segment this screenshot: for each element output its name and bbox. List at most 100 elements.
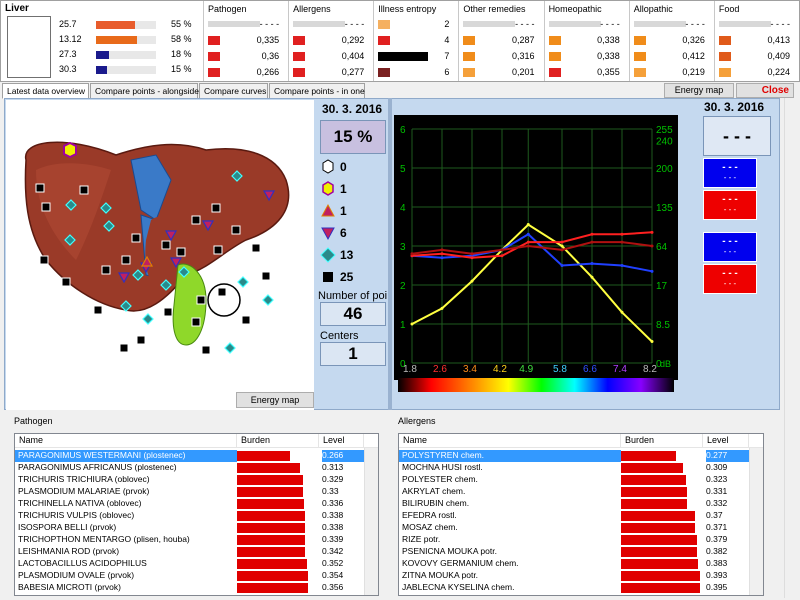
triangle-down-marker[interactable]: [117, 272, 131, 284]
square-marker[interactable]: [191, 215, 201, 225]
column-header-name[interactable]: Name: [15, 434, 237, 448]
square-marker[interactable]: [136, 335, 146, 345]
square-marker[interactable]: [196, 295, 206, 305]
table-row[interactable]: MOSAZ chem. 0.371: [399, 522, 749, 534]
square-marker[interactable]: [101, 265, 111, 275]
hex-marker[interactable]: [63, 141, 77, 159]
summary-bar: Liver 25.7 55 % 13.12 58 % 27.3 18 % 30.3 15 % …: [0, 0, 800, 82]
square-marker[interactable]: [161, 240, 171, 250]
category-section[interactable]: Allergens - - - - 0,292 0,404 0,277: [288, 1, 373, 81]
table-row[interactable]: POLYESTER chem. 0.323: [399, 474, 749, 486]
table-row[interactable]: JABLECNA KYSELINA chem. 0.395: [399, 582, 749, 594]
table-row[interactable]: ZITNA MOUKA potr. 0.393: [399, 570, 749, 582]
diamond-marker[interactable]: [231, 170, 243, 182]
row-level: 0.331: [706, 486, 728, 496]
tab-latest-data[interactable]: Latest data overview: [2, 83, 89, 99]
triangle-down-marker[interactable]: [201, 220, 215, 232]
square-marker[interactable]: [119, 343, 129, 353]
triangle-down-marker[interactable]: [164, 230, 178, 242]
square-marker[interactable]: [131, 233, 141, 243]
table-row[interactable]: MOCHNA HUSI rostl. 0.309: [399, 462, 749, 474]
table-row[interactable]: TRICHURIS TRICHIURA (oblovec) 0.329: [15, 474, 364, 486]
table-scrollbar[interactable]: [749, 448, 763, 595]
column-header-level[interactable]: Level: [319, 434, 364, 448]
diamond-marker[interactable]: [142, 313, 154, 325]
close-button[interactable]: Close: [736, 83, 794, 98]
diamond-marker[interactable]: [262, 294, 274, 306]
table-row[interactable]: PLASMODIUM OVALE (prvok) 0.354: [15, 570, 364, 582]
diamond-marker[interactable]: [160, 279, 172, 291]
square-marker[interactable]: [231, 225, 241, 235]
square-marker[interactable]: [93, 305, 103, 315]
table-row[interactable]: BABESIA MICROTI (prvok) 0.356: [15, 582, 364, 594]
table-row[interactable]: BILIRUBIN chem. 0.332: [399, 498, 749, 510]
category-section[interactable]: Allopathic - - - - 0,326 0,412 0,219: [628, 1, 714, 81]
square-marker[interactable]: [163, 307, 173, 317]
table-row[interactable]: AKRYLAT chem. 0.331: [399, 486, 749, 498]
square-marker[interactable]: [211, 203, 221, 213]
square-marker[interactable]: [217, 287, 227, 297]
energy-map-top-button[interactable]: Energy map: [664, 83, 734, 98]
table-row[interactable]: LACTOBACILLUS ACIDOPHILUS 0.352: [15, 558, 364, 570]
table-row[interactable]: LEISHMANIA ROD (prvok) 0.342: [15, 546, 364, 558]
diamond-marker[interactable]: [65, 199, 77, 211]
organ-thumbnail[interactable]: [7, 16, 51, 78]
diamond-marker[interactable]: [132, 269, 144, 281]
table-row[interactable]: TRICHOPTHON MENTARGO (plisen, houba) 0.33…: [15, 534, 364, 546]
square-marker[interactable]: [241, 315, 251, 325]
table-scrollbar[interactable]: [364, 448, 378, 595]
square-marker[interactable]: [176, 247, 186, 257]
square-marker[interactable]: [61, 277, 71, 287]
triangle-down-marker[interactable]: [262, 190, 276, 202]
category-section[interactable]: Pathogen - - - - 0,335 0,36 0,266: [203, 1, 288, 81]
diamond-marker[interactable]: [178, 266, 190, 278]
liver-image[interactable]: [6, 100, 314, 410]
tab-compare-alongside[interactable]: Compare points - alongside: [90, 83, 199, 99]
table-row[interactable]: TRICHURIS VULPIS (oblovec) 0.338: [15, 510, 364, 522]
category-section[interactable]: Illness entropy 2 4 7 6: [373, 1, 458, 81]
diamond-marker[interactable]: [224, 342, 236, 354]
energy-map-button[interactable]: Energy map: [236, 392, 314, 408]
column-header-burden[interactable]: Burden: [237, 434, 319, 448]
table-row[interactable]: POLYSTYREN chem. 0.277: [399, 450, 749, 462]
triangle-down-marker[interactable]: [169, 257, 183, 269]
square-marker[interactable]: [41, 202, 51, 212]
column-header-burden[interactable]: Burden: [621, 434, 703, 448]
frequency-graph[interactable]: 0 1 2 3 4 5 6 0 8.5 17 64 135 200 240 255 dB: [394, 115, 678, 380]
column-header-name[interactable]: Name: [399, 434, 621, 448]
square-marker[interactable]: [191, 317, 201, 327]
table-row[interactable]: PARAGONIMUS WESTERMANI (plostenec) 0.266: [15, 450, 364, 462]
square-marker[interactable]: [39, 255, 49, 265]
table-row[interactable]: TRICHINELLA NATIVA (oblovec) 0.336: [15, 498, 364, 510]
table-row[interactable]: EFEDRA rostl. 0.37: [399, 510, 749, 522]
table-row[interactable]: ISOSPORA BELLI (prvok) 0.338: [15, 522, 364, 534]
triangle-up-marker[interactable]: [140, 255, 154, 267]
square-marker[interactable]: [261, 271, 271, 281]
diamond-marker[interactable]: [103, 220, 115, 232]
diamond-marker[interactable]: [237, 276, 249, 288]
square-marker[interactable]: [79, 185, 89, 195]
table-row[interactable]: KOVOVY GERMANIUM chem. 0.383: [399, 558, 749, 570]
tab-compare-in-one[interactable]: Compare points - in one: [269, 83, 365, 99]
table-row[interactable]: PSENICNA MOUKA potr. 0.382: [399, 546, 749, 558]
table-row[interactable]: RIZE potr. 0.379: [399, 534, 749, 546]
square-marker[interactable]: [213, 245, 223, 255]
category-section[interactable]: Food - - - - 0,413 0,409 0,224: [713, 1, 799, 81]
table-row[interactable]: PARAGONIMUS AFRICANUS (plostenec) 0.313: [15, 462, 364, 474]
category-section[interactable]: Other remedies - - - - 0,287 0,316 0,201: [458, 1, 543, 81]
category-value: 0,355: [597, 67, 620, 77]
square-marker[interactable]: [201, 345, 211, 355]
splitter[interactable]: [388, 98, 392, 410]
square-marker[interactable]: [121, 255, 131, 265]
table-row[interactable]: PLASMODIUM MALARIAE (prvok) 0.33: [15, 486, 364, 498]
column-header-level[interactable]: Level: [703, 434, 749, 448]
diamond-marker[interactable]: [64, 234, 76, 246]
diamond-marker[interactable]: [100, 202, 112, 214]
window-scrollbar[interactable]: [784, 98, 798, 598]
square-marker[interactable]: [35, 183, 45, 193]
category-section[interactable]: Homeopathic - - - - 0,338 0,338 0,355: [543, 1, 629, 81]
diamond-marker[interactable]: [120, 300, 132, 312]
color-swatch: [378, 20, 391, 29]
tab-compare-curves[interactable]: Compare curves: [199, 83, 268, 99]
square-marker[interactable]: [251, 243, 261, 253]
